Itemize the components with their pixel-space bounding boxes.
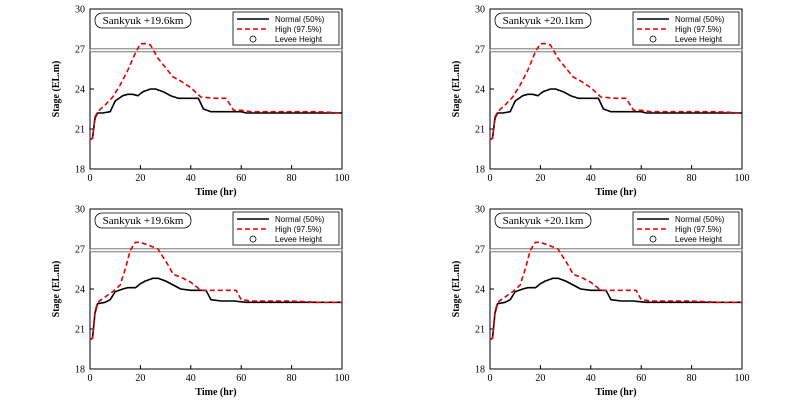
y-tick-label: 24: [75, 85, 85, 96]
legend-label: Normal (50%): [675, 215, 725, 224]
legend-label: High (97.5%): [275, 25, 322, 34]
x-tick-label: 80: [287, 373, 297, 384]
station-label-box: [494, 212, 592, 229]
x-tick-label: 0: [488, 373, 493, 384]
y-tick-label: 21: [475, 325, 485, 336]
x-tick-label: 20: [535, 373, 545, 384]
y-tick-label: 18: [75, 165, 85, 176]
x-tick-label: 80: [687, 373, 697, 384]
y-axis-label: Stage (EL.m): [451, 261, 462, 318]
series-line-normal: [89, 88, 342, 141]
series-line-high: [89, 42, 343, 141]
y-tick-label: 27: [475, 245, 485, 256]
legend: Normal (50%)High (97.5%)Levee Height: [232, 11, 340, 46]
series-line-normal: [89, 277, 342, 341]
legend-swatch-levee: [249, 235, 257, 243]
x-tick-label: 100: [735, 373, 750, 384]
x-axis-label: Time (hr): [195, 387, 236, 398]
legend-swatch-levee: [649, 35, 657, 43]
legend-label: High (97.5%): [675, 25, 722, 34]
station-label: Sankyuk +19.6km: [103, 15, 184, 27]
y-tick-label: 27: [475, 45, 485, 56]
series-line-high: [489, 241, 742, 341]
x-tick-label: 60: [636, 173, 646, 184]
levee-height-line: [89, 48, 343, 53]
y-tick-label: 24: [475, 85, 485, 96]
x-tick-label: 100: [335, 173, 350, 184]
x-tick-label: 100: [335, 373, 350, 384]
series-line-normal: [489, 88, 742, 141]
y-tick-label: 21: [475, 125, 485, 136]
legend-swatch-levee: [649, 235, 657, 243]
y-tick-label: 21: [75, 125, 85, 136]
y-tick-label: 30: [75, 205, 85, 216]
legend-label: High (97.5%): [275, 225, 322, 234]
legend-label: Levee Height: [275, 35, 323, 44]
x-axis-label: Time (hr): [595, 387, 636, 398]
x-tick-label: 40: [186, 173, 196, 184]
chart-panel: 0 20 40 60 80 100 18 21 24 27 30 Time (hr) Stage (EL…: [51, 205, 350, 399]
x-tick-label: 80: [287, 173, 297, 184]
legend-label: High (97.5%): [675, 225, 722, 234]
y-axis-label: Stage (EL.m): [51, 261, 62, 318]
y-tick-label: 24: [75, 285, 85, 296]
x-tick-label: 0: [488, 173, 493, 184]
station-label: Sankyuk +20.1km: [503, 15, 584, 27]
x-tick-label: 60: [236, 373, 246, 384]
legend-swatch-levee: [249, 35, 257, 43]
legend-label: Normal (50%): [275, 15, 325, 24]
series-line-high: [489, 42, 743, 141]
legend-label: Levee Height: [275, 235, 323, 244]
y-tick-label: 21: [75, 325, 85, 336]
legend: Normal (50%)High (97.5%)Levee Height: [232, 211, 340, 246]
chart-panel: 0 20 40 60 80 100 18 21 24 27 30 Time (hr) Stage (EL…: [51, 5, 350, 199]
x-tick-label: 60: [236, 173, 246, 184]
legend-label: Normal (50%): [275, 215, 325, 224]
x-tick-label: 60: [636, 373, 646, 384]
legend-label: Levee Height: [675, 35, 723, 44]
station-label: Sankyuk +19.6km: [103, 215, 184, 227]
y-tick-label: 30: [475, 205, 485, 216]
x-tick-label: 20: [535, 173, 545, 184]
x-axis-label: Time (hr): [595, 187, 636, 198]
chart-panel: 0 20 40 60 80 100 18 21 24 27 30 Time (hr) Stage (EL…: [451, 5, 750, 199]
y-tick-label: 24: [475, 285, 485, 296]
x-tick-label: 100: [735, 173, 750, 184]
levee-height-line: [489, 248, 743, 253]
x-tick-label: 40: [586, 173, 596, 184]
legend-label: Levee Height: [675, 235, 723, 244]
station-label-box: [494, 12, 592, 29]
x-tick-label: 80: [687, 173, 697, 184]
y-tick-label: 18: [475, 365, 485, 376]
station-label-box: [94, 12, 192, 29]
y-axis-label: Stage (EL.m): [51, 61, 62, 118]
station-label-box: [94, 212, 192, 229]
y-tick-label: 27: [75, 45, 85, 56]
y-tick-label: 18: [75, 365, 85, 376]
y-tick-label: 27: [75, 245, 85, 256]
x-tick-label: 0: [88, 173, 93, 184]
x-axis-label: Time (hr): [195, 187, 236, 198]
x-tick-label: 40: [186, 373, 196, 384]
x-tick-label: 0: [88, 373, 93, 384]
chart-panel: 0 20 40 60 80 100 18 21 24 27 30 Time (hr) Stage (EL…: [451, 205, 750, 399]
levee-height-line: [89, 248, 343, 253]
y-axis-label: Stage (EL.m): [451, 61, 462, 118]
legend: Normal (50%)High (97.5%)Levee Height: [632, 211, 740, 246]
x-tick-label: 20: [135, 173, 145, 184]
y-tick-label: 18: [475, 165, 485, 176]
y-tick-label: 30: [75, 5, 85, 16]
legend: Normal (50%)High (97.5%)Levee Height: [632, 11, 740, 46]
legend-label: Normal (50%): [675, 15, 725, 24]
y-tick-label: 30: [475, 5, 485, 16]
x-tick-label: 20: [135, 373, 145, 384]
station-label: Sankyuk +20.1km: [503, 215, 584, 227]
series-line-normal: [489, 277, 742, 341]
levee-height-line: [489, 48, 743, 53]
x-tick-label: 40: [586, 373, 596, 384]
series-line-high: [89, 241, 342, 341]
